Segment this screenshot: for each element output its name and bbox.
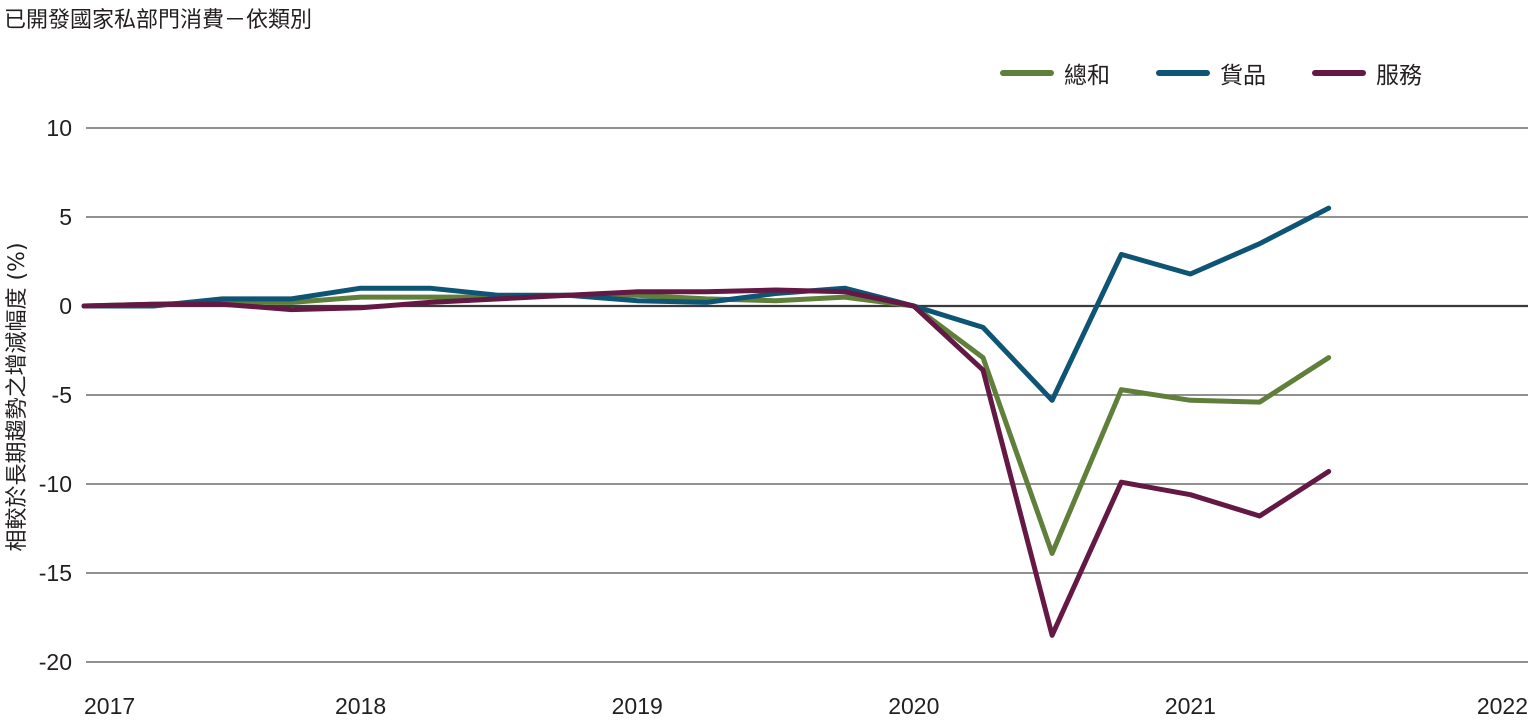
x-tick-label: 2022 — [1477, 693, 1528, 719]
gridlines — [86, 127, 1528, 663]
y-tick-label: 0 — [59, 293, 72, 319]
legend-item-total: 總和 — [1000, 56, 1110, 90]
legend-swatch-goods — [1156, 70, 1210, 76]
x-tick-label: 2019 — [612, 693, 663, 719]
y-tick-label: 10 — [46, 115, 72, 141]
series-line-services — [81, 287, 1332, 638]
series-line-total — [81, 292, 1332, 556]
x-tick-label: 2018 — [335, 693, 386, 719]
y-tick-label: -10 — [39, 471, 72, 497]
x-tick-label: 2020 — [888, 693, 939, 719]
chart-title: 已開發國家私部門消費－依類別 — [4, 8, 313, 33]
legend-item-goods: 貨品 — [1156, 56, 1266, 90]
series-lines — [81, 205, 1332, 638]
legend-label-services: 服務 — [1376, 63, 1422, 89]
y-tick-label: 5 — [59, 204, 72, 230]
x-tick-label: 2021 — [1165, 693, 1216, 719]
y-tick-label: -20 — [39, 649, 72, 675]
y-axis-label: 相較於長期趨勢之增減幅度 (%) — [5, 242, 30, 551]
x-axis-ticks: 2017 2018 2019 2020 2021 2022 — [84, 693, 1528, 719]
series-line-goods — [81, 205, 1332, 403]
y-tick-label: -15 — [39, 560, 72, 586]
legend-swatch-total — [1000, 70, 1054, 76]
y-tick-label: -5 — [52, 382, 72, 408]
legend: 總和 貨品 服務 — [1000, 56, 1422, 90]
y-axis-ticks: 10 5 0 -5 -10 -15 -20 — [39, 115, 72, 675]
x-tick-label: 2017 — [84, 693, 135, 719]
legend-label-goods: 貨品 — [1220, 63, 1266, 89]
legend-label-total: 總和 — [1064, 63, 1110, 89]
legend-item-services: 服務 — [1312, 56, 1422, 90]
legend-swatch-services — [1312, 70, 1366, 76]
